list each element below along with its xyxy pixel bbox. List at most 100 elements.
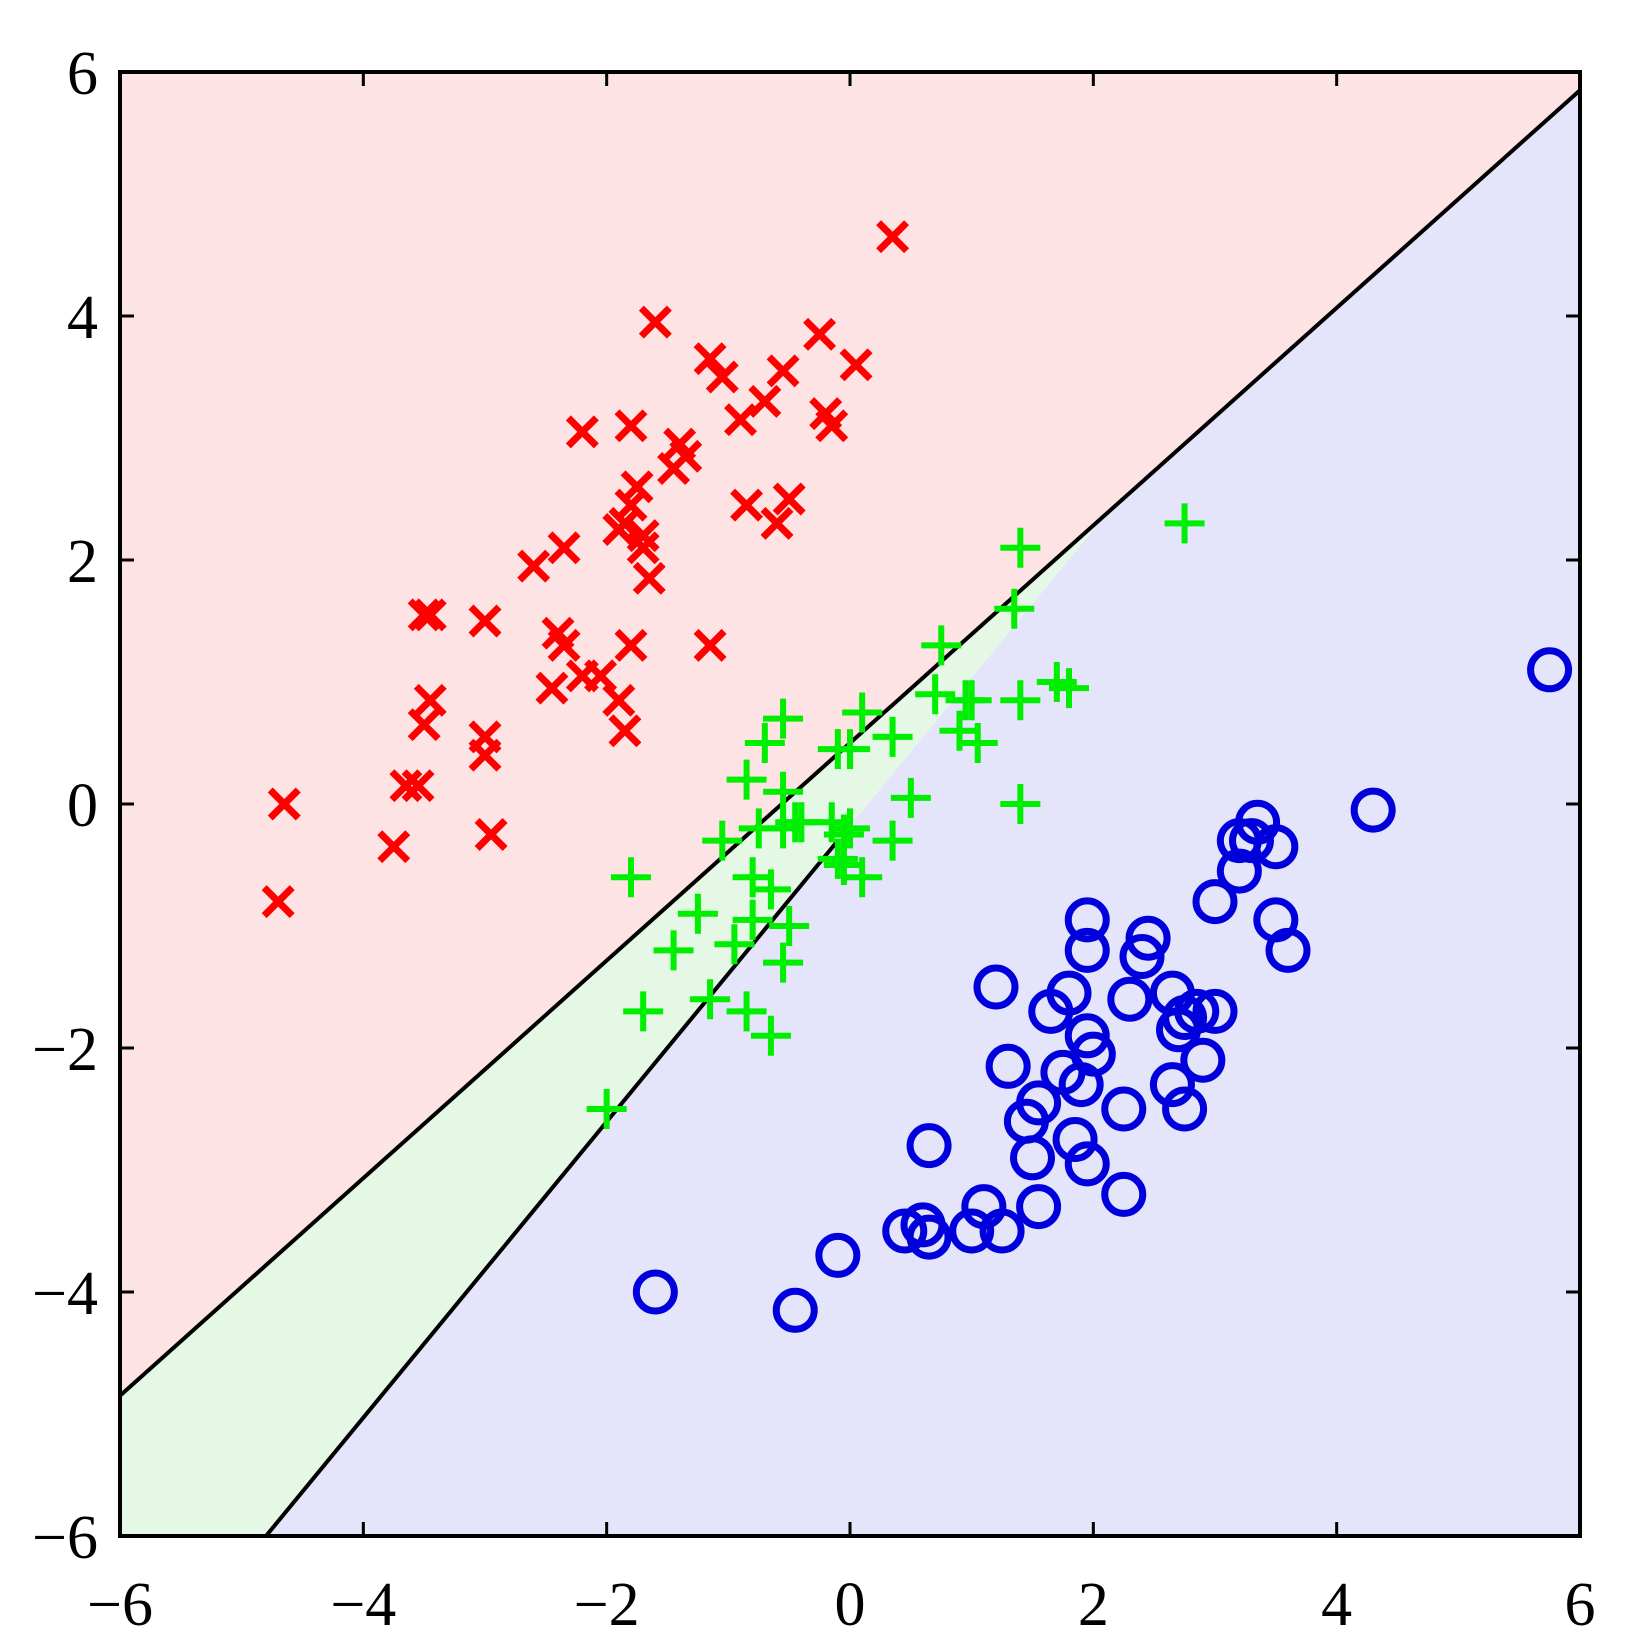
point-circle (979, 1208, 1025, 1254)
axis-ticks (118, 70, 1582, 1538)
point-circle (1192, 988, 1238, 1034)
point-x (638, 305, 672, 339)
point-x (730, 488, 764, 522)
point-x (766, 354, 800, 388)
point-circle (1527, 647, 1573, 693)
point-x (413, 598, 447, 632)
point-x (614, 409, 648, 443)
point-x (839, 348, 873, 382)
point-circle (949, 1208, 995, 1254)
x-tick-label: 6 (1565, 1571, 1596, 1633)
point-circle (906, 1214, 952, 1260)
point-circle (1016, 1184, 1062, 1230)
point-plus (763, 771, 804, 812)
point-plus (623, 991, 664, 1032)
point-circle (906, 1123, 952, 1169)
point-circle (1064, 897, 1110, 943)
point-x (724, 403, 757, 437)
point-plus (726, 759, 767, 800)
point-plus (586, 1089, 627, 1129)
point-x (565, 415, 599, 449)
point-circle (815, 1232, 861, 1278)
region-green (120, 513, 1108, 1536)
point-x (626, 519, 660, 553)
point-x (468, 604, 502, 638)
point-x (602, 683, 636, 717)
point-plus (994, 588, 1035, 629)
region-blue (266, 90, 1580, 1536)
y-tick-label: 4 (67, 284, 98, 352)
point-x (584, 659, 618, 693)
point-plus (763, 942, 804, 983)
point-circle (985, 1043, 1031, 1089)
point-x (474, 818, 508, 851)
point-plus (690, 979, 731, 1020)
point-plus (842, 692, 883, 733)
point-circle (1107, 976, 1153, 1022)
point-plus (1049, 668, 1089, 709)
x-tick-label: −2 (574, 1571, 640, 1633)
y-tick-label: 2 (67, 528, 98, 596)
point-plus (750, 1015, 791, 1056)
point-circle (1101, 1171, 1147, 1217)
point-x (547, 531, 581, 565)
point-circle (1162, 1086, 1208, 1132)
point-x (401, 769, 435, 803)
point-plus (830, 808, 870, 849)
point-x (705, 360, 739, 394)
point-circle (1064, 927, 1110, 973)
decision-regions (120, 72, 1580, 1536)
y-tick-label: −4 (32, 1260, 98, 1328)
point-circle (1058, 1062, 1104, 1108)
point-plus (872, 716, 913, 757)
point-x (267, 787, 301, 821)
point-circle (1010, 1135, 1055, 1181)
point-plus (763, 808, 804, 849)
point-plus (763, 698, 804, 739)
point-plus (951, 680, 992, 721)
point-plus (915, 674, 956, 715)
point-plus (732, 899, 773, 940)
point-x (815, 409, 849, 443)
point-plus (611, 857, 651, 898)
x-tick-label: 4 (1321, 1571, 1352, 1633)
point-plus (842, 857, 883, 898)
point-plus (744, 723, 785, 763)
point-plus (830, 729, 870, 770)
point-circle (1253, 824, 1299, 870)
point-circle (1119, 934, 1165, 979)
point-x (803, 317, 837, 351)
point-plus (957, 723, 998, 763)
point-x (772, 482, 806, 516)
point-circle (1265, 927, 1311, 973)
y-tick-label: −6 (32, 1504, 98, 1572)
point-circle (1216, 848, 1262, 894)
point-plus (702, 820, 743, 861)
point-x (535, 671, 569, 705)
point-plus (1164, 503, 1205, 544)
point-circle (1350, 787, 1396, 833)
point-x (760, 506, 794, 540)
x-tick-label: −6 (87, 1571, 153, 1633)
y-tick-labels: −6 −4 −2 0 2 4 6 (32, 40, 98, 1572)
point-circle (1156, 1007, 1201, 1053)
point-x (632, 561, 666, 595)
x-tick-label: 0 (835, 1571, 866, 1633)
point-circle (1028, 988, 1074, 1034)
point-circle (1180, 1037, 1226, 1083)
point-x (748, 384, 782, 418)
data-points (261, 220, 1573, 1333)
x-tick-label: 2 (1078, 1571, 1109, 1633)
point-x (614, 488, 648, 522)
point-x (602, 513, 636, 546)
point-circle (772, 1287, 818, 1333)
point-x (547, 628, 581, 662)
point-circle (882, 1208, 928, 1254)
y-tick-label: 6 (67, 40, 98, 108)
point-x (389, 769, 423, 803)
point-plus (921, 625, 962, 666)
point-x (693, 628, 727, 662)
point-x (407, 598, 441, 632)
y-tick-label: 0 (67, 772, 98, 840)
